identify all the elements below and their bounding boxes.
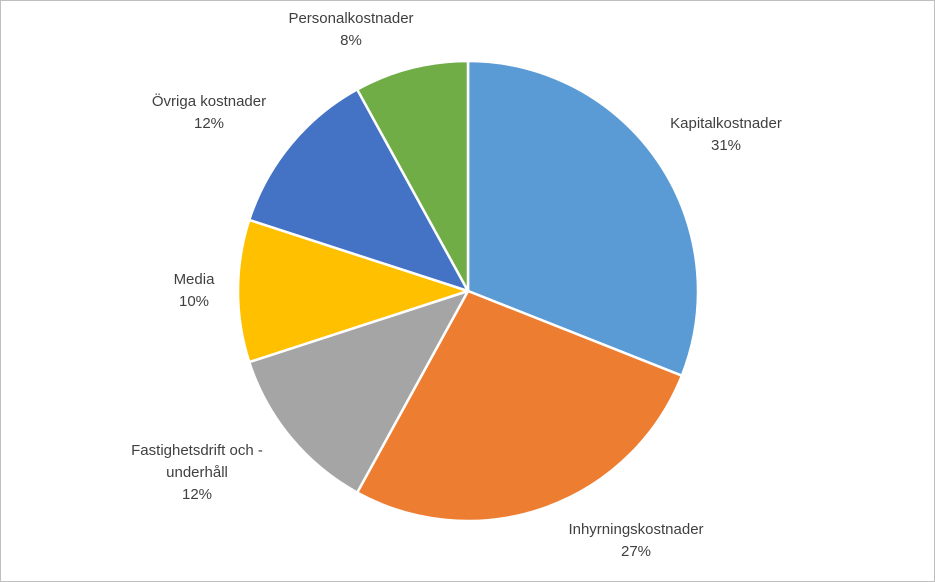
- slice-label-name: Kapitalkostnader: [670, 115, 782, 132]
- slice-label-name: Personalkostnader: [288, 10, 413, 27]
- slice-label-name: Inhyrningskostnader: [568, 521, 703, 538]
- slice-label-fastighetsdrift-och-underhall: Fastighetsdrift och - underhåll 12%: [131, 442, 263, 503]
- slice-label-media: Media 10%: [174, 271, 216, 310]
- pie-slice-kapitalkostnader: [466, 59, 700, 377]
- slice-label-personalkostnader: Personalkostnader 8%: [288, 10, 413, 49]
- slice-label-inhyrningskostnader: Inhyrningskostnader 27%: [568, 521, 703, 560]
- slice-label-ovriga-kostnader: Övriga kostnader 12%: [152, 92, 266, 132]
- slice-label-name: Övriga kostnader: [152, 92, 266, 110]
- slice-label-name: Media: [174, 271, 216, 288]
- slice-label-value: 27%: [621, 543, 651, 560]
- pie-slice-ovriga-kostnader: [248, 88, 470, 293]
- slice-label-value: 31%: [711, 137, 741, 154]
- slice-label-kapitalkostnader: Kapitalkostnader 31%: [670, 115, 782, 154]
- pie-slices: [236, 59, 700, 523]
- slice-label-name: Fastighetsdrift och -: [131, 442, 263, 459]
- slice-label-name: underhåll: [166, 464, 228, 481]
- slice-label-value: 12%: [194, 115, 224, 132]
- pie-labels: Kapitalkostnader 31% Inhyrningskostnader 27…: [131, 10, 782, 560]
- pie-slice-media: [236, 218, 470, 364]
- pie-slice-inhyrningskostnader: [355, 289, 684, 523]
- pie-slice-fastighetsdrift-och-underhall: [248, 289, 470, 494]
- slice-label-value: 12%: [182, 486, 212, 503]
- slice-label-value: 8%: [340, 32, 362, 49]
- pie-slice-personalkostnader: [355, 59, 470, 293]
- slice-label-value: 10%: [179, 293, 209, 310]
